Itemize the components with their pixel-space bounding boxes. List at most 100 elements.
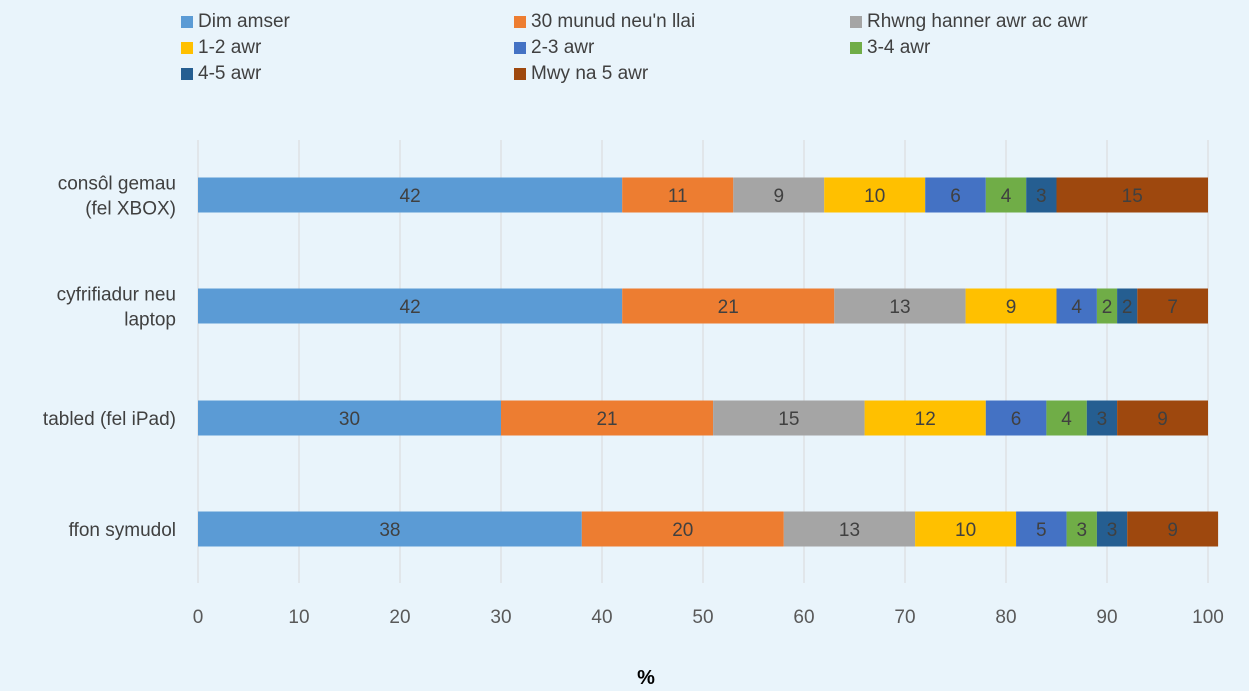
legend-label: Mwy na 5 awr bbox=[531, 63, 649, 84]
chart-legend: Dim amser 30 munud neu'n llai Rhwng hanner… bbox=[181, 10, 1191, 86]
data-label: 4 bbox=[1061, 409, 1072, 430]
legend-item: 3-4 awr bbox=[850, 36, 1190, 60]
category-label: consôl gemau bbox=[58, 174, 176, 195]
data-label: 2 bbox=[1122, 297, 1133, 318]
bar-segment bbox=[1086, 400, 1118, 436]
x-tick-label: 20 bbox=[389, 607, 410, 628]
x-tick-label: 90 bbox=[1096, 607, 1117, 628]
bar-segment bbox=[1127, 511, 1219, 547]
data-label: 6 bbox=[1011, 409, 1022, 430]
bar-segment bbox=[198, 511, 582, 547]
legend-swatch bbox=[850, 16, 862, 28]
data-label: 20 bbox=[672, 520, 693, 541]
bar-segment bbox=[1137, 288, 1208, 324]
data-label: 9 bbox=[773, 186, 784, 207]
data-label: 11 bbox=[668, 186, 688, 207]
bar-segment bbox=[824, 177, 926, 213]
data-label: 30 bbox=[339, 409, 360, 430]
bar-segment bbox=[864, 400, 986, 436]
bar-segment bbox=[1117, 400, 1208, 436]
category-label: ffon symudol bbox=[69, 520, 176, 541]
x-tick-label: 0 bbox=[193, 607, 204, 628]
data-label: 4 bbox=[1071, 297, 1082, 318]
legend-swatch bbox=[514, 68, 526, 80]
legend-item: Dim amser bbox=[181, 10, 514, 34]
legend-label: 30 munud neu'n llai bbox=[531, 11, 696, 32]
bar-segment bbox=[1016, 511, 1067, 547]
data-label: 10 bbox=[955, 520, 976, 541]
category-label: (fel XBOX) bbox=[85, 199, 176, 220]
x-tick-label: 50 bbox=[692, 607, 713, 628]
data-label: 9 bbox=[1167, 520, 1178, 541]
data-label: 15 bbox=[778, 409, 799, 430]
bar-segment bbox=[965, 288, 1057, 324]
x-tick-label: 30 bbox=[490, 607, 511, 628]
data-label: 38 bbox=[379, 520, 400, 541]
x-tick-label: 40 bbox=[591, 607, 612, 628]
bar-segment bbox=[198, 288, 623, 324]
bar-segment bbox=[1096, 288, 1118, 324]
legend-swatch bbox=[181, 68, 193, 80]
data-label: 4 bbox=[1001, 186, 1012, 207]
data-label: 3 bbox=[1076, 520, 1087, 541]
legend-item: 2-3 awr bbox=[514, 36, 850, 60]
bar-segment bbox=[1046, 400, 1087, 436]
bar-segment bbox=[834, 288, 966, 324]
legend-item: 4-5 awr bbox=[181, 62, 514, 86]
bar-segment bbox=[713, 400, 865, 436]
bar-segment bbox=[1056, 177, 1208, 213]
data-label: 10 bbox=[864, 186, 885, 207]
bar-segment bbox=[985, 400, 1047, 436]
bar-segment bbox=[1066, 511, 1097, 547]
data-label: 9 bbox=[1157, 409, 1168, 430]
category-label: cyfrifiadur neu bbox=[57, 285, 176, 306]
legend-label: 4-5 awr bbox=[198, 63, 262, 84]
x-tick-label: 100 bbox=[1192, 607, 1224, 628]
legend-label: 3-4 awr bbox=[867, 37, 931, 58]
data-label: 21 bbox=[718, 297, 739, 318]
legend-label: 2-3 awr bbox=[531, 37, 595, 58]
legend-swatch bbox=[181, 16, 193, 28]
data-label: 5 bbox=[1036, 520, 1047, 541]
bar-segment bbox=[581, 511, 784, 547]
bar-segment bbox=[1026, 177, 1057, 213]
data-label: 3 bbox=[1036, 186, 1047, 207]
legend-swatch bbox=[850, 42, 862, 54]
data-label: 2 bbox=[1102, 297, 1113, 318]
data-label: 12 bbox=[915, 409, 936, 430]
x-tick-label: 10 bbox=[288, 607, 309, 628]
data-label: 3 bbox=[1107, 520, 1118, 541]
bar-segment bbox=[622, 288, 835, 324]
bar-segment bbox=[198, 177, 623, 213]
bar-segment bbox=[985, 177, 1027, 213]
data-label: 9 bbox=[1006, 297, 1017, 318]
legend-label: Rhwng hanner awr ac awr bbox=[867, 11, 1088, 32]
data-label: 3 bbox=[1097, 409, 1108, 430]
x-tick-label: 60 bbox=[793, 607, 814, 628]
legend-swatch bbox=[514, 16, 526, 28]
bar-segment bbox=[1096, 511, 1128, 547]
legend-item: Mwy na 5 awr bbox=[514, 62, 850, 86]
legend-swatch bbox=[514, 42, 526, 54]
x-tick-label: 70 bbox=[894, 607, 915, 628]
data-label: 21 bbox=[596, 409, 617, 430]
bar-segment bbox=[733, 177, 825, 213]
legend-swatch bbox=[181, 42, 193, 54]
x-axis-title: % bbox=[637, 667, 655, 689]
data-label: 13 bbox=[889, 297, 910, 318]
bar-segment bbox=[925, 177, 986, 213]
bar-segment bbox=[1056, 288, 1097, 324]
data-label: 42 bbox=[400, 297, 421, 318]
legend-item: Rhwng hanner awr ac awr bbox=[850, 10, 1190, 34]
legend-item: 30 munud neu'n llai bbox=[514, 10, 850, 34]
bar-segment bbox=[622, 177, 734, 213]
x-tick-label: 80 bbox=[995, 607, 1016, 628]
data-label: 42 bbox=[400, 186, 421, 207]
bar-segment bbox=[198, 400, 501, 436]
bar-segment bbox=[1117, 288, 1138, 324]
legend-label: Dim amser bbox=[198, 11, 290, 32]
bar-segment bbox=[783, 511, 916, 547]
legend-item: 1-2 awr bbox=[181, 36, 514, 60]
data-label: 6 bbox=[950, 186, 961, 207]
